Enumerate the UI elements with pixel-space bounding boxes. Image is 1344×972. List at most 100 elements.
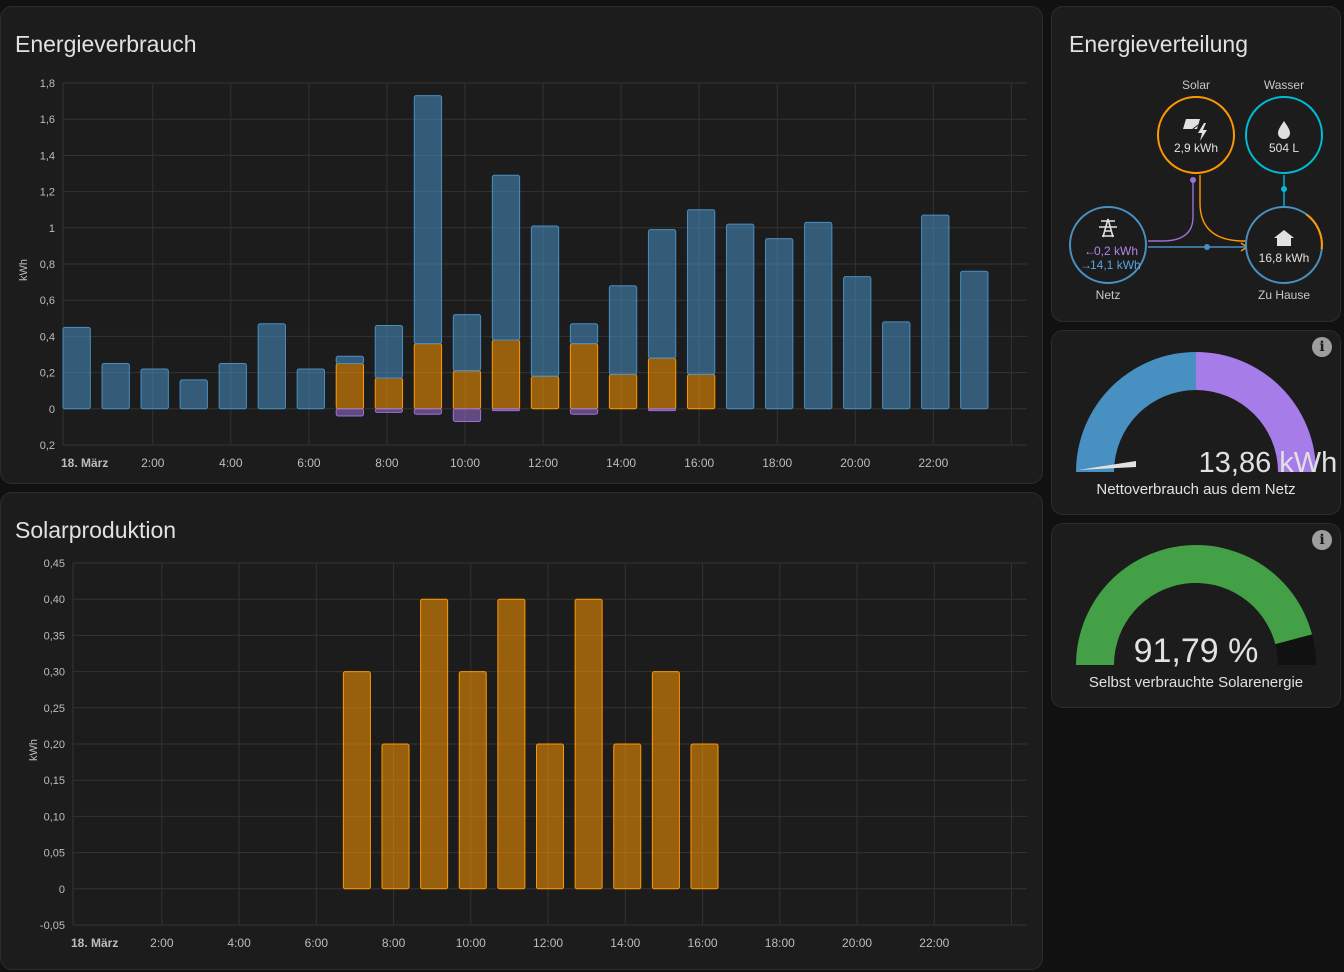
flow-dot-grid: [1204, 244, 1210, 250]
bar: [530, 225, 560, 377]
bar: [140, 368, 169, 410]
x-tick-label: 12:00: [528, 456, 558, 470]
water-label: Wasser: [1264, 78, 1304, 92]
x-tick-label: 18. März: [71, 936, 118, 950]
x-tick-label: 2:00: [150, 936, 174, 950]
x-tick-label: 18:00: [765, 936, 795, 950]
grid-label: Netz: [1096, 288, 1121, 302]
bar: [647, 357, 677, 410]
transmission-tower-icon: [1099, 218, 1117, 238]
solar-node[interactable]: [1157, 96, 1235, 174]
energy-distribution-diagram: Solar 2,9 kWh Wasser 504 L ← 0,2 kWh → 1…: [1069, 78, 1323, 302]
water-value: 504 L: [1269, 141, 1299, 155]
bar: [342, 671, 371, 890]
x-tick-label: 6:00: [305, 936, 329, 950]
net-consumption-gauge: [1076, 352, 1316, 472]
x-tick-label: 22:00: [919, 936, 949, 950]
bar: [452, 314, 482, 372]
grid-node[interactable]: [1069, 206, 1147, 284]
home-ring-solar-share: [1305, 213, 1323, 250]
bar: [530, 375, 560, 410]
y-tick-label: 1: [49, 223, 55, 235]
bar: [613, 743, 642, 890]
x-tick-label: 14:00: [606, 456, 636, 470]
x-tick-label: 20:00: [840, 456, 870, 470]
bar: [62, 326, 91, 410]
flow-dot-water: [1281, 186, 1287, 192]
bar: [335, 363, 365, 410]
bar: [569, 408, 599, 415]
bar: [452, 408, 482, 422]
grid-consumption-value: 14,1 kWh: [1090, 258, 1141, 272]
bar: [335, 355, 365, 365]
solar-production-chart[interactable]: 0,45 0,40 0,35 0,30 0,25 0,20 0,15 0,10 0,05 0 -0,…: [1, 529, 1042, 969]
solar-value: 2,9 kWh: [1174, 141, 1218, 155]
self-consumption-gauge: [1076, 544, 1316, 665]
y-tick-label: 0,2: [40, 368, 55, 380]
bar: [374, 377, 404, 410]
y-tick-label: 0: [49, 404, 55, 416]
grid-return-arrow: ←: [1084, 244, 1096, 258]
home-icon: [1274, 230, 1294, 246]
gauge-arc-self-consumed: [1076, 544, 1313, 665]
bar: [651, 671, 680, 890]
x-tick-label: 22:00: [918, 456, 948, 470]
x-tick-label: 18:00: [762, 456, 792, 470]
gauge-needle: [1078, 461, 1136, 470]
y-tick-label: 0,2: [40, 440, 55, 452]
y-tick-label: 0,05: [44, 848, 65, 860]
bar: [374, 408, 404, 413]
self-consumption-gauge-card: i 91,79 % Selbst verbrauchte Solarenergi…: [1051, 523, 1341, 708]
info-icon[interactable]: i: [1312, 530, 1332, 550]
solar-panel-icon: [1183, 119, 1207, 141]
y-tick-label: 0,4: [40, 331, 55, 343]
y-tick-label: 0: [59, 884, 65, 896]
bar: [491, 339, 521, 410]
x-tick-label: 16:00: [688, 936, 718, 950]
energy-consumption-title: Energieverbrauch: [15, 31, 197, 57]
y-tick-label: 1,6: [40, 114, 55, 126]
water-drop-icon: [1278, 121, 1290, 139]
y-tick-label: 0,6: [40, 295, 55, 307]
solar-production-card: Solarproduktion 0,45 0,40 0,35 0,30 0,25 0,20…: [0, 492, 1043, 970]
bar: [690, 743, 719, 890]
solar-label: Solar: [1182, 78, 1210, 92]
bar: [569, 343, 599, 410]
bar: [218, 363, 247, 410]
energy-distribution-title: Energieverteilung: [1069, 31, 1249, 57]
gauge-arc-grid: [1076, 352, 1196, 472]
bar: [413, 95, 443, 345]
home-label: Zu Hause: [1258, 288, 1310, 302]
bar: [381, 743, 410, 890]
bar: [497, 598, 526, 890]
bar: [765, 238, 794, 410]
home-value: 16,8 kWh: [1259, 251, 1310, 265]
x-tick-label: 14:00: [610, 936, 640, 950]
x-tick-label: 2:00: [141, 456, 165, 470]
bar: [452, 370, 482, 410]
grid-return-value: 0,2 kWh: [1094, 244, 1138, 258]
y-axis-label: kWh: [28, 739, 40, 761]
net-consumption-value: 13,86 kWh: [1198, 447, 1338, 479]
energy-consumption-chart[interactable]: 1,8 1,6 1,4 1,2 1 0,8 0,6 0,4 0,2 0 0,2 18. März 2:0…: [1, 43, 1042, 483]
bar: [296, 368, 325, 410]
y-axis-label: kWh: [18, 259, 30, 281]
y-tick-label: 0,15: [44, 775, 65, 787]
bar: [420, 598, 449, 890]
y-tick-label: 0,30: [44, 667, 65, 679]
x-tick-label: 10:00: [456, 936, 486, 950]
x-tick-label: 12:00: [533, 936, 563, 950]
bar: [960, 270, 989, 410]
self-consumption-label: Selbst verbrauchte Solarenergie: [1088, 674, 1304, 691]
bar: [491, 408, 521, 412]
bar: [569, 323, 599, 345]
y-tick-label: 0,10: [44, 811, 65, 823]
net-consumption-gauge-card: i 13,86 kWh Nettoverbrauch aus dem Netz: [1051, 330, 1341, 515]
x-tick-label: 18. März: [61, 456, 108, 470]
y-tick-label: 0,35: [44, 630, 65, 642]
gauge-arc-return: [1196, 352, 1316, 472]
info-icon[interactable]: i: [1312, 337, 1332, 357]
x-tick-label: 20:00: [842, 936, 872, 950]
bar: [101, 363, 130, 410]
x-tick-label: 10:00: [450, 456, 480, 470]
